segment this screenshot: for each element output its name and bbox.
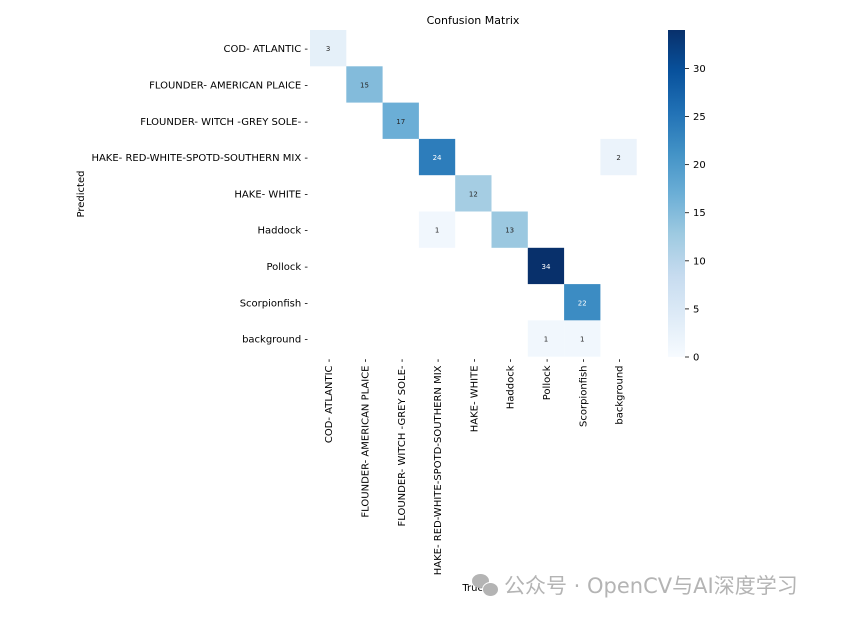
cell-value-label: 22 bbox=[578, 299, 587, 307]
colorbar-tick-label: 15 bbox=[693, 208, 706, 219]
y-tick-label: Scorpionfish - bbox=[240, 298, 309, 309]
heatmap-cell bbox=[491, 211, 528, 248]
colorbar-tick-label: 30 bbox=[693, 64, 706, 75]
wechat-icon bbox=[472, 574, 499, 597]
x-tick-label: FLOUNDER- AMERICAN PLAICE - bbox=[360, 358, 371, 517]
x-tick-label: Haddock - bbox=[506, 358, 517, 409]
y-tick-label: HAKE- WHITE - bbox=[234, 189, 308, 200]
heatmap-cell bbox=[382, 102, 419, 139]
y-tick-label: HAKE- RED-WHITE-SPOTD-SOUTHERN MIX - bbox=[91, 153, 308, 164]
heatmap-cell bbox=[418, 138, 456, 176]
heatmap-cell bbox=[346, 66, 383, 103]
y-tick-label: COD- ATLANTIC - bbox=[224, 44, 309, 55]
cell-value-label: 3 bbox=[326, 45, 330, 53]
colorbar-tick-label: 25 bbox=[693, 112, 706, 123]
y-tick-label: FLOUNDER- AMERICAN PLAICE - bbox=[149, 80, 308, 91]
y-tick-label: FLOUNDER- WITCH -GREY SOLE- - bbox=[140, 117, 308, 128]
cell-value-label: 24 bbox=[433, 154, 442, 162]
cell-value-label: 17 bbox=[396, 118, 405, 126]
y-tick-label: background - bbox=[242, 335, 308, 346]
heatmap-cell bbox=[600, 138, 637, 176]
x-tick-label: Scorpionfish - bbox=[578, 358, 589, 427]
cell-value-label: 13 bbox=[505, 227, 514, 235]
cell-value-label: 1 bbox=[435, 227, 439, 235]
watermark-text: 公众号 · OpenCV与AI深度学习 bbox=[504, 574, 798, 598]
x-tick-label: FLOUNDER- WITCH -GREY SOLE- - bbox=[397, 358, 408, 526]
cell-value-label: 2 bbox=[616, 154, 620, 162]
x-tick-label: COD- ATLANTIC - bbox=[324, 358, 335, 443]
heatmap-cell bbox=[455, 175, 492, 212]
watermark: 公众号 · OpenCV与AI深度学习 bbox=[472, 570, 798, 600]
heatmap-cell bbox=[418, 211, 456, 248]
heatmap-cell bbox=[564, 320, 601, 357]
cell-value-label: 12 bbox=[469, 190, 478, 198]
colorbar-tick-label: 20 bbox=[693, 160, 706, 171]
cell-value-label: 34 bbox=[541, 263, 550, 271]
cell-value-label: 1 bbox=[544, 336, 548, 344]
cell-value-label: 15 bbox=[360, 81, 369, 89]
y-axis-label: Predicted bbox=[76, 171, 87, 218]
colorbar-tick-label: 5 bbox=[693, 304, 699, 315]
heatmap-cell bbox=[564, 284, 601, 321]
x-tick-label: background - bbox=[615, 358, 626, 424]
y-tick-label: Pollock - bbox=[266, 262, 308, 273]
colorbar-tick-label: 10 bbox=[693, 256, 706, 267]
x-axis-label: True bbox=[461, 583, 483, 594]
chart-title: Confusion Matrix bbox=[427, 14, 520, 27]
cell-value-label: 1 bbox=[580, 336, 584, 344]
y-tick-label: Haddock - bbox=[257, 226, 308, 237]
heatmap-cell bbox=[310, 30, 347, 67]
colorbar bbox=[668, 30, 685, 357]
x-tick-label: HAKE- RED-WHITE-SPOTD-SOUTHERN MIX - bbox=[433, 358, 444, 575]
x-tick-label: Pollock - bbox=[542, 358, 553, 400]
colorbar-tick-label: 0 bbox=[693, 353, 699, 364]
heatmap-cell bbox=[527, 320, 565, 357]
heatmap-cell bbox=[527, 247, 565, 285]
x-tick-label: HAKE- WHITE - bbox=[469, 358, 480, 432]
